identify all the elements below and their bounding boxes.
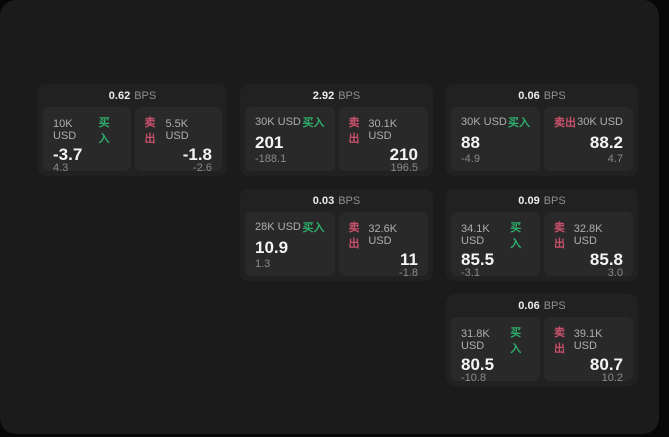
buy-tile[interactable]: 30K USD 买入 88 -4.9: [451, 107, 540, 171]
buy-tile[interactable]: 28K USD 买入 10.9 1.3: [245, 212, 335, 276]
sell-tile[interactable]: 卖出 32.6K USD 11 -1.8: [338, 212, 428, 279]
sell-price: -1.8: [182, 145, 212, 164]
quote-card: 2.92 BPS 30K USD 买入 201 -188.1 卖出 30.1K …: [240, 84, 433, 176]
sell-sub-value: 4.7: [607, 153, 623, 165]
quote-board-panel: 0.62 BPS 10K USD 买入 -3.7 4.3 卖出 5.5K USD…: [0, 0, 659, 434]
quote-card: 0.06 BPS 30K USD 买入 88 -4.9 卖出 30K USD 8…: [446, 84, 638, 176]
sell-tile[interactable]: 卖出 30.1K USD 210 196.5: [338, 107, 428, 174]
sell-sub-value: 3.0: [607, 267, 623, 279]
sell-side-label: 卖出: [554, 327, 565, 355]
bps-unit-label: BPS: [543, 195, 566, 207]
buy-side-label: 买入: [508, 117, 530, 129]
quote-card: 0.03 BPS 28K USD 买入 10.9 1.3 卖出 32.6K US…: [240, 189, 433, 281]
sell-side-label: 卖出: [554, 117, 576, 129]
buy-tile[interactable]: 31.8K USD 买入 80.5 -10.8: [451, 317, 540, 384]
sell-side-label: 卖出: [348, 222, 360, 250]
buy-amount: 30K USD: [255, 116, 301, 128]
sell-amount: 5.5K USD: [165, 118, 189, 142]
buy-price: 85.5: [461, 250, 495, 269]
sell-amount: 32.8K USD: [573, 223, 603, 247]
buy-sub-value: -3.1: [461, 267, 480, 279]
bps-unit-label: BPS: [338, 195, 361, 207]
buy-price: -3.7: [53, 145, 83, 164]
buy-sub-value: -4.9: [461, 153, 480, 165]
buy-sub-value: -188.1: [255, 153, 287, 165]
bps-unit-label: BPS: [338, 90, 361, 102]
card-header: 0.62 BPS: [38, 84, 227, 105]
sell-sub-value: -2.6: [193, 162, 212, 174]
buy-tile[interactable]: 30K USD 买入 201 -188.1: [245, 107, 335, 171]
bps-unit-label: BPS: [543, 90, 566, 102]
bps-value: 0.03: [312, 195, 335, 207]
buy-price: 201: [255, 132, 284, 152]
buy-tile[interactable]: 10K USD 买入 -3.7 4.3: [43, 107, 131, 174]
buy-side-label: 买入: [98, 117, 110, 145]
sell-amount: 32.6K USD: [368, 223, 398, 247]
bps-value: 0.06: [518, 90, 540, 102]
card-header: 0.06 BPS: [446, 294, 638, 315]
quote-card: 0.06 BPS 31.8K USD 买入 80.5 -10.8 卖出 39.1…: [446, 294, 638, 386]
sell-tile[interactable]: 卖出 5.5K USD -1.8 -2.6: [134, 107, 222, 174]
sell-sub-value: 196.5: [390, 162, 418, 174]
buy-side-label: 买入: [302, 117, 325, 129]
bps-value: 0.09: [518, 195, 540, 207]
sell-tile[interactable]: 卖出 39.1K USD 80.7 10.2: [544, 317, 633, 384]
sell-amount: 30K USD: [577, 116, 623, 128]
sell-side-label: 卖出: [348, 117, 360, 145]
sell-tile[interactable]: 卖出 32.8K USD 85.8 3.0: [544, 212, 633, 279]
bps-unit-label: BPS: [134, 90, 157, 102]
sell-amount: 39.1K USD: [573, 328, 603, 352]
buy-amount: 34.1K USD: [461, 223, 490, 247]
card-header: 2.92 BPS: [240, 84, 433, 105]
quote-card: 0.09 BPS 34.1K USD 买入 85.5 -3.1 卖出 32.8K…: [446, 189, 638, 281]
sell-sub-value: -1.8: [399, 267, 418, 279]
bps-value: 0.62: [108, 90, 131, 102]
sell-side-label: 卖出: [554, 222, 565, 250]
sell-tile[interactable]: 卖出 30K USD 88.2 4.7: [544, 107, 633, 171]
buy-price: 88: [461, 132, 480, 152]
buy-sub-value: 4.3: [53, 162, 69, 174]
card-header: 0.06 BPS: [446, 84, 638, 105]
buy-amount: 10K USD: [53, 118, 77, 142]
sell-amount: 30.1K USD: [368, 118, 398, 142]
buy-side-label: 买入: [302, 222, 325, 234]
buy-price: 10.9: [255, 237, 289, 257]
sell-price: 80.7: [589, 355, 623, 374]
buy-amount: 31.8K USD: [461, 328, 490, 352]
sell-price: 85.8: [589, 250, 623, 269]
bps-value: 2.92: [312, 90, 335, 102]
sell-price: 210: [389, 145, 418, 164]
sell-side-label: 卖出: [144, 117, 156, 145]
buy-side-label: 买入: [510, 327, 522, 355]
buy-sub-value: 1.3: [255, 258, 271, 270]
card-header: 0.03 BPS: [240, 189, 433, 210]
buy-amount: 30K USD: [461, 116, 507, 128]
buy-price: 80.5: [461, 355, 495, 374]
buy-side-label: 买入: [510, 222, 522, 250]
bps-value: 0.06: [518, 300, 540, 312]
sell-sub-value: 10.2: [601, 372, 623, 384]
buy-sub-value: -10.8: [461, 372, 487, 384]
quote-card: 0.62 BPS 10K USD 买入 -3.7 4.3 卖出 5.5K USD…: [38, 84, 227, 176]
sell-price: 11: [400, 250, 418, 269]
card-header: 0.09 BPS: [446, 189, 638, 210]
sell-price: 88.2: [589, 132, 623, 152]
buy-amount: 28K USD: [255, 221, 301, 233]
bps-unit-label: BPS: [543, 300, 566, 312]
buy-tile[interactable]: 34.1K USD 买入 85.5 -3.1: [451, 212, 540, 279]
